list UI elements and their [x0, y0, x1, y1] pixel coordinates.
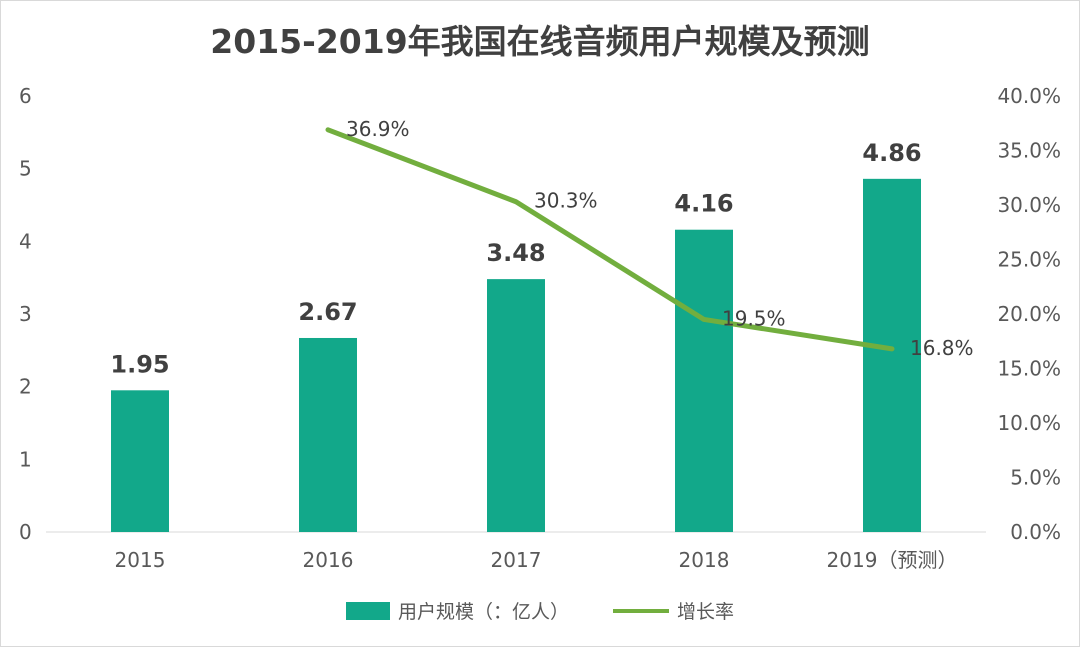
y-right-tick-label: 35.0%: [997, 139, 1061, 163]
x-tick-label: 2018: [679, 548, 730, 572]
bar: [111, 390, 169, 532]
y-left-tick-label: 0: [19, 520, 32, 544]
legend-item-line: 增长率: [613, 597, 734, 624]
legend-label-bars: 用户规模（：亿人）: [397, 601, 569, 623]
y-right-tick-label: 20.0%: [997, 302, 1061, 326]
x-tick-label: 2019（预测）: [827, 548, 958, 572]
bar-data-label: 1.95: [110, 350, 169, 378]
line-data-label: 30.3%: [534, 189, 598, 213]
legend-swatch-bar: [345, 601, 390, 620]
legend-item-bars: 用户规模（：亿人）: [345, 597, 569, 624]
x-tick-label: 2015: [115, 548, 166, 572]
line-data-label: 16.8%: [910, 336, 974, 360]
bar: [487, 279, 545, 532]
y-left-tick-label: 6: [19, 84, 32, 108]
y-right-tick-label: 0.0%: [1010, 520, 1061, 544]
bar-data-label: 4.86: [862, 139, 921, 167]
chart-title: 2015-2019年我国在线音频用户规模及预测: [210, 22, 870, 61]
bar-data-label: 4.16: [674, 190, 733, 218]
y-left-tick-label: 1: [19, 447, 32, 471]
y-left-tick-label: 4: [19, 229, 32, 253]
line-data-label: 36.9%: [346, 117, 410, 141]
x-tick-label: 2016: [303, 548, 354, 572]
legend: 用户规模（：亿人） 增长率: [1, 597, 1079, 624]
legend-swatch-line: [613, 608, 669, 613]
y-left-tick-label: 3: [19, 302, 32, 326]
y-left-tick-label: 5: [19, 157, 32, 181]
line-data-label: 19.5%: [722, 306, 786, 330]
bar: [299, 337, 357, 532]
y-right-tick-label: 40.0%: [997, 84, 1061, 108]
y-right-tick-label: 5.0%: [1010, 466, 1061, 490]
x-tick-label: 2017: [491, 548, 542, 572]
y-right-tick-label: 15.0%: [997, 357, 1061, 381]
bar: [863, 178, 921, 532]
growth-line: [325, 127, 895, 352]
bar: [675, 229, 733, 532]
legend-label-line: 增长率: [677, 601, 735, 623]
y-left-tick-label: 2: [19, 375, 32, 399]
y-right-tick-label: 25.0%: [997, 248, 1061, 272]
y-right-tick-label: 30.0%: [997, 193, 1061, 217]
y-right-tick-label: 10.0%: [997, 411, 1061, 435]
bar-data-label: 3.48: [486, 239, 545, 267]
bar-data-label: 2.67: [298, 298, 357, 326]
